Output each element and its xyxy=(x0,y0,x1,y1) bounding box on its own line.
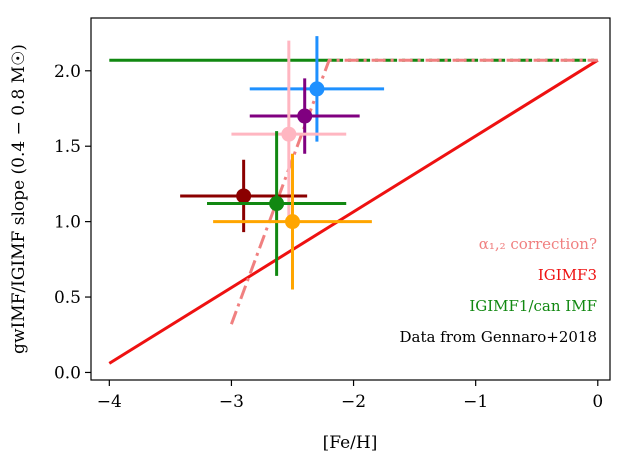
legend-igimf3: IGIMF3 xyxy=(538,266,597,284)
y-tick-label-2: 1.0 xyxy=(54,213,81,233)
series-line-2 xyxy=(108,58,599,365)
data-point-3 xyxy=(236,188,252,204)
y-tick-label-3: 1.5 xyxy=(54,137,81,157)
x-tick-label-0: −4 xyxy=(97,392,122,412)
data-point-0 xyxy=(309,81,325,97)
y-tick-label-0: 0.0 xyxy=(54,363,81,383)
x-tick-label-1: −3 xyxy=(219,392,244,412)
ticks-layer: −4 −3 −2 −1 0 0.0 0.5 1.0 1.5 2.0 xyxy=(54,62,603,412)
data-point-4 xyxy=(269,196,285,212)
plot-frame xyxy=(90,17,611,381)
x-tick-label-2: −2 xyxy=(341,392,366,412)
data-point-1 xyxy=(297,108,313,124)
y-tick-label-1: 0.5 xyxy=(54,288,81,308)
series-line-3 xyxy=(229,58,598,325)
x-axis-label: [Fe/H] xyxy=(323,433,378,453)
data-point-2 xyxy=(281,126,297,142)
x-tick-label-3: −1 xyxy=(463,392,488,412)
y-tick-label-4: 2.0 xyxy=(54,62,81,82)
data-point-5 xyxy=(284,214,300,230)
legend-alpha-correction: α₁,₂ correction? xyxy=(479,235,597,253)
legend-data-source: Data from Gennaro+2018 xyxy=(399,328,597,346)
legend-igimf1: IGIMF1/can IMF xyxy=(469,297,597,315)
y-axis-label: gwIMF/IGIMF slope (0.4 − 0.8 M☉) xyxy=(9,44,29,354)
data-layer xyxy=(108,36,599,365)
x-tick-label-4: 0 xyxy=(592,392,603,412)
